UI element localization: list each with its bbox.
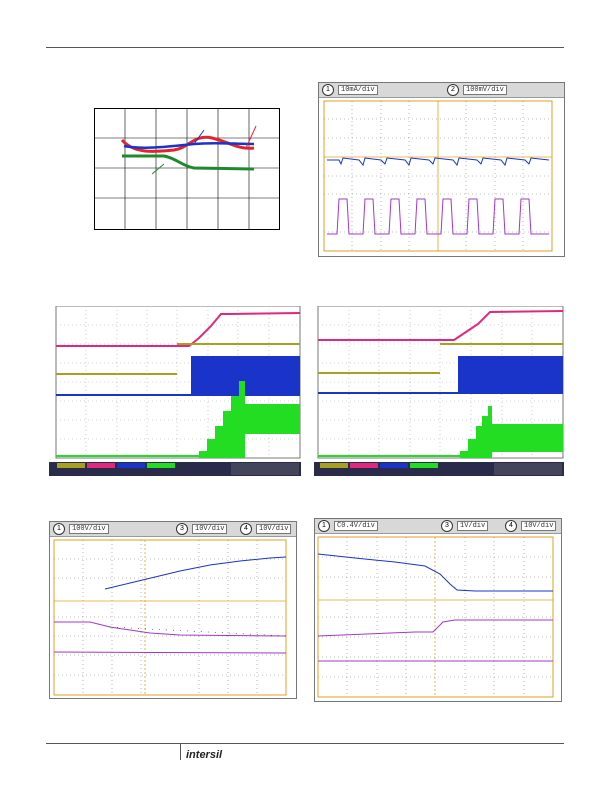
magenta-trace <box>56 312 301 347</box>
ch3-badge: 3 <box>441 520 453 532</box>
ch1-badge: 1 <box>322 84 334 96</box>
ch4-badge: 4 <box>240 523 252 535</box>
olive-trace <box>56 343 300 375</box>
ch4-label: 10V/div <box>521 521 557 531</box>
channel-bar: 1 C0.4V/div 3 1V/div 4 10V/div <box>315 519 561 534</box>
scope-middle-right <box>314 306 564 476</box>
ch1-label: 10mA/div <box>338 85 378 95</box>
blue-envelope <box>458 356 563 394</box>
green-burst <box>199 381 245 458</box>
ch3-label: 10V/div <box>192 524 228 534</box>
olive-trace <box>318 343 563 374</box>
ch4-label: 10V/div <box>256 524 292 534</box>
header-rule <box>46 47 564 48</box>
purple-trace <box>54 621 287 637</box>
ch2-badge: 2 <box>447 84 459 96</box>
graph-top-left <box>94 108 280 230</box>
scope-plot <box>317 536 554 698</box>
purple-trace <box>317 619 553 637</box>
footer-divider <box>180 744 181 760</box>
scope-plot <box>323 100 553 252</box>
red-curve <box>120 135 255 153</box>
channel-bar: 1 100V/div 3 10V/div 4 10V/div <box>50 522 296 537</box>
ch4-badge: 4 <box>505 520 517 532</box>
scope-top-right: 1 10mA/div 2 100mV/div <box>318 82 565 257</box>
ch1-label: C0.4V/div <box>334 521 378 531</box>
blue-trace <box>104 556 287 590</box>
ch2-trace <box>327 198 549 235</box>
ch1-badge: 1 <box>53 523 65 535</box>
ch1-label: 100V/div <box>69 524 109 534</box>
blue-envelope <box>191 356 300 396</box>
green-curve <box>122 154 255 171</box>
scope-middle-left <box>49 306 301 476</box>
ch3-label: 1V/div <box>457 521 489 531</box>
footer-rule <box>46 743 564 744</box>
scope-plot <box>53 539 287 696</box>
scope-bottom-right: 1 C0.4V/div 3 1V/div 4 10V/div <box>314 518 562 702</box>
blue-curve <box>123 141 255 149</box>
ch2-label: 100mV/div <box>463 85 507 95</box>
scope-bottom-left: 1 100V/div 3 10V/div 4 10V/div <box>49 521 297 699</box>
green-burst <box>460 406 492 458</box>
intersil-logo: intersil <box>186 749 223 761</box>
ch3-badge: 3 <box>176 523 188 535</box>
blue-trace <box>317 553 553 592</box>
channel-bar: 1 10mA/div 2 100mV/div <box>319 83 564 98</box>
ch1-trace <box>327 157 550 167</box>
magenta-trace <box>318 310 564 341</box>
ch1-badge: 1 <box>318 520 330 532</box>
